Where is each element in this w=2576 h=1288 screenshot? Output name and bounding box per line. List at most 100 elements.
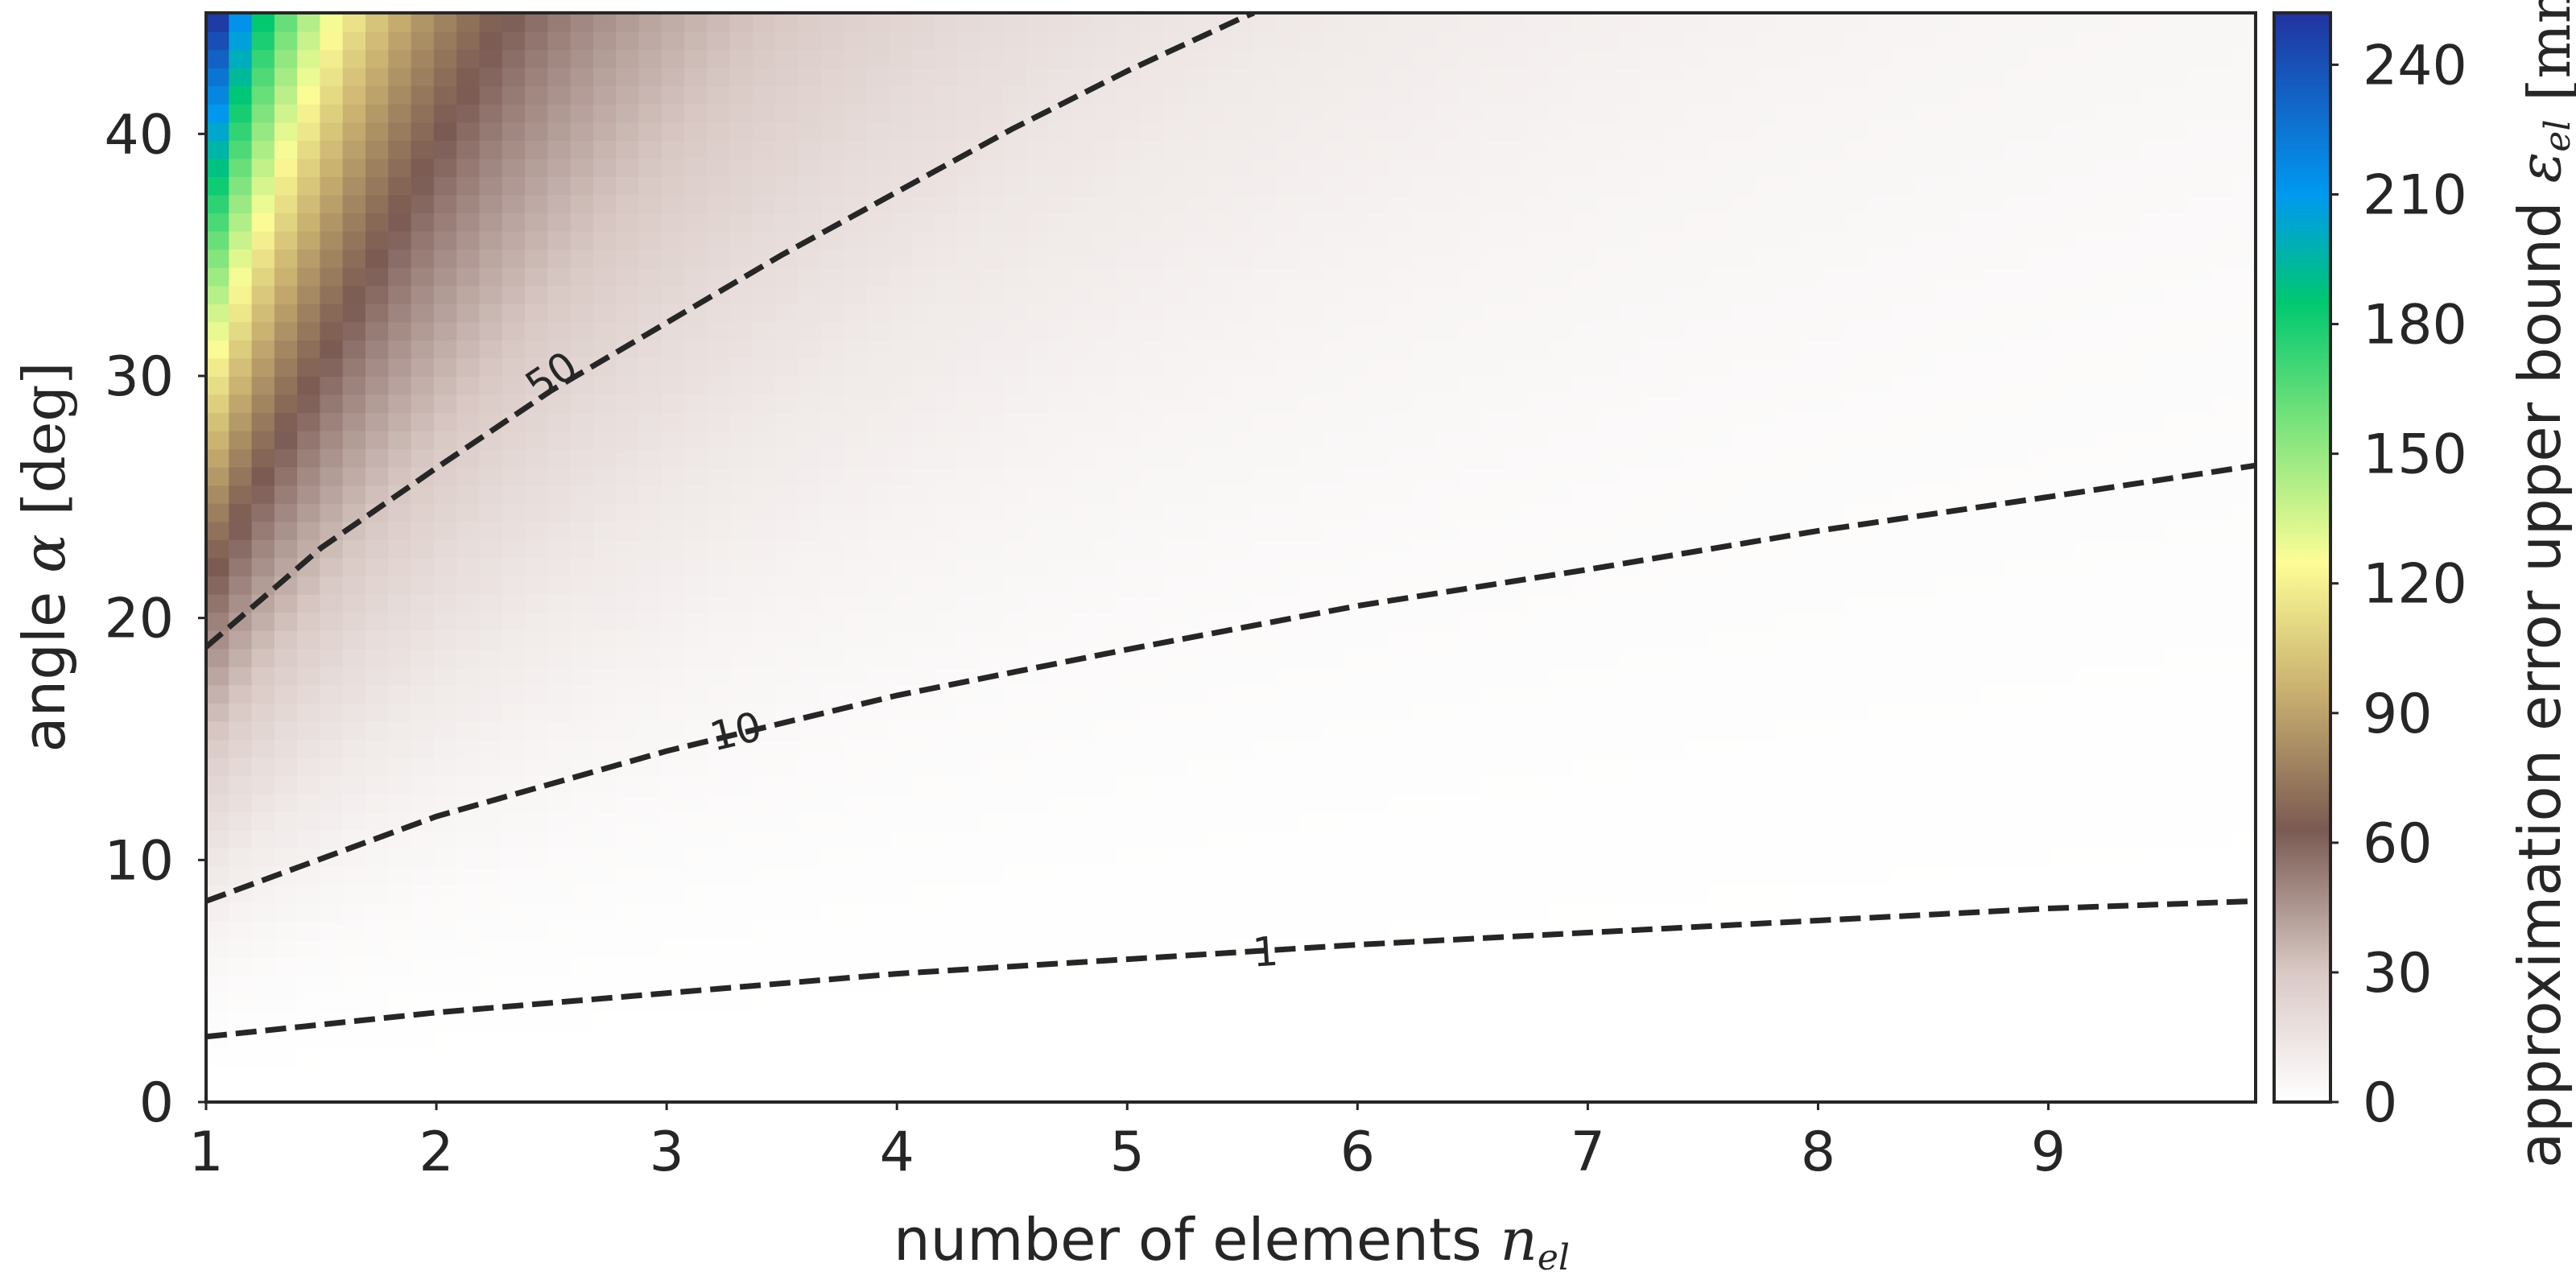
heatmap-cell — [1253, 829, 1278, 849]
heatmap-cell — [2073, 521, 2097, 540]
heatmap-cell — [1526, 139, 1551, 159]
heatmap-cell — [1048, 975, 1072, 994]
heatmap-cell — [912, 521, 936, 540]
heatmap-cell — [1413, 720, 1437, 740]
heatmap-cell — [1071, 466, 1096, 486]
heatmap-cell — [1982, 757, 2006, 777]
heatmap-cell — [935, 720, 959, 740]
heatmap-cell — [388, 230, 412, 250]
heatmap-cell — [274, 430, 299, 450]
heatmap-cell — [1504, 829, 1528, 849]
heatmap-cell — [1253, 394, 1278, 414]
heatmap-cell — [775, 593, 799, 613]
heatmap-cell — [1504, 612, 1528, 631]
heatmap-cell — [1868, 31, 1893, 51]
heatmap-cell — [525, 557, 549, 576]
heatmap-cell — [1572, 865, 1596, 886]
heatmap-cell — [820, 557, 845, 576]
heatmap-cell — [456, 1011, 481, 1030]
heatmap-cell — [1845, 31, 1870, 51]
heatmap-cell — [1139, 285, 1164, 304]
heatmap-cell — [251, 249, 275, 268]
heatmap-cell — [1458, 1065, 1483, 1085]
heatmap-cell — [729, 339, 753, 359]
heatmap-cell — [1959, 993, 1984, 1013]
heatmap-cell — [411, 158, 435, 177]
heatmap-cell — [707, 539, 731, 559]
heatmap-cell — [297, 612, 321, 631]
heatmap-cell — [844, 939, 868, 958]
heatmap-cell — [912, 194, 936, 213]
heatmap-cell — [1504, 1084, 1528, 1102]
heatmap-cell — [1823, 303, 1847, 323]
heatmap-cell — [1071, 13, 1096, 32]
heatmap-cell — [1139, 648, 1164, 667]
heatmap-cell — [1868, 684, 1893, 704]
heatmap-cell — [525, 376, 549, 395]
heatmap-cell — [1868, 521, 1893, 540]
heatmap-cell — [1800, 485, 1824, 504]
heatmap-cell — [912, 285, 936, 304]
heatmap-cell — [729, 793, 753, 813]
heatmap-cell — [889, 757, 913, 777]
heatmap-cell — [592, 829, 617, 849]
heatmap-cell — [388, 630, 412, 650]
heatmap-cell — [1982, 1011, 2006, 1030]
heatmap-cell — [1754, 684, 1778, 704]
heatmap-cell — [502, 13, 526, 32]
heatmap-cell — [866, 158, 890, 177]
heatmap-cell — [957, 1047, 981, 1067]
heatmap-cell — [1458, 1084, 1483, 1102]
heatmap-cell — [388, 303, 412, 323]
heatmap-cell — [1003, 920, 1027, 939]
heatmap-cell — [1276, 920, 1300, 939]
heatmap-cell — [1322, 103, 1346, 123]
heatmap-cell — [844, 139, 868, 159]
heatmap-cell — [1458, 775, 1483, 795]
heatmap-cell — [2004, 521, 2029, 540]
heatmap-cell — [342, 865, 366, 886]
heatmap-cell — [1481, 176, 1505, 196]
heatmap-cell — [2096, 956, 2120, 976]
heatmap-cell — [1550, 775, 1574, 795]
heatmap-cell — [1344, 13, 1368, 32]
heatmap-cell — [479, 684, 503, 704]
heatmap-cell — [980, 829, 1005, 849]
heatmap-cell — [1413, 502, 1437, 522]
heatmap-cell — [456, 485, 481, 504]
heatmap-cell — [912, 122, 936, 141]
heatmap-cell — [1458, 67, 1483, 87]
heatmap-cell — [1231, 720, 1255, 740]
heatmap-cell — [1367, 865, 1391, 886]
heatmap-cell — [1732, 1029, 1756, 1049]
heatmap-cell — [1162, 702, 1187, 722]
heatmap-cell — [1139, 829, 1164, 849]
heatmap-cell — [1777, 593, 1802, 613]
heatmap-cell — [1823, 466, 1847, 486]
heatmap-cell — [889, 811, 913, 831]
heatmap-cell — [1344, 321, 1368, 341]
heatmap-cell — [1162, 430, 1187, 450]
heatmap-cell — [1458, 158, 1483, 177]
heatmap-cell — [1732, 666, 1756, 686]
heatmap-cell — [661, 993, 686, 1013]
heatmap-cell — [729, 321, 753, 341]
heatmap-cell — [1572, 593, 1596, 613]
heatmap-cell — [775, 521, 799, 540]
heatmap-cell — [1754, 303, 1778, 323]
heatmap-cell — [1709, 158, 1733, 177]
heatmap-cell — [206, 430, 230, 450]
heatmap-cell — [1344, 394, 1368, 414]
heatmap-cell — [957, 213, 981, 232]
heatmap-cell — [1298, 176, 1323, 196]
heatmap-cell — [525, 630, 549, 650]
heatmap-cell — [206, 412, 230, 431]
heatmap-cell — [616, 412, 640, 431]
heatmap-cell — [456, 466, 481, 486]
heatmap-cell — [2028, 122, 2052, 141]
heatmap-cell — [456, 975, 481, 994]
heatmap-cell — [1390, 303, 1414, 323]
heatmap-cell — [2096, 939, 2120, 958]
heatmap-cell — [1663, 666, 1687, 686]
heatmap-cell — [1572, 811, 1596, 831]
